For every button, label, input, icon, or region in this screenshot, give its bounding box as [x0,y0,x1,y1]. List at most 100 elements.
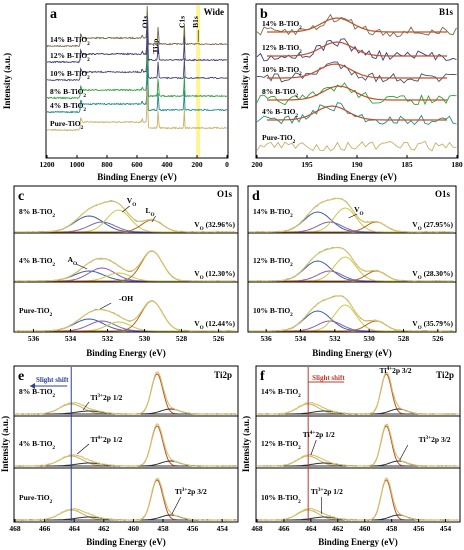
ti-annotation-part: 3+ [182,487,188,493]
series-label-part: 2 [299,25,302,31]
panel-d-tick-label-part: 528 [398,334,410,343]
series-label: 10% B-TiO2 [50,69,90,81]
vo-annotation-part: V [354,205,360,214]
panel-c-tick-label-part: 528 [176,334,188,343]
panel-c-tick-label-part: 534 [65,334,77,343]
o1s-envelope [249,295,454,332]
series-label: 12% B-TiO2 [262,43,302,55]
vo-percentage-part: O [200,325,204,331]
panel-f-tick-label: 466 [278,524,290,533]
peak-label: B1s [191,16,200,28]
lo-annotation-part: O [151,212,155,218]
series-label-part: 14% B-TiO [261,387,298,396]
panel-d-tick-label-part: 536 [261,334,273,343]
ti-annotation: Ti4+2p 3/2 [380,366,412,375]
ao-annotation: AO [68,255,78,267]
panel-f-tick-label: 468 [251,524,263,533]
panel-d-tick-label: 530 [364,334,376,343]
series-label: 4% B-TiO2 [50,101,86,113]
panel-c-letter: c [18,189,24,204]
vo-percentage-part: V [194,220,200,229]
peak-label: C1s [177,16,186,28]
b1s-fit [267,105,447,121]
panel-d-tick-label-part: 534 [295,334,307,343]
panel-a-xlabel: Binding Energy (eV) [97,172,177,182]
survey-curve [46,5,228,48]
series-label-part: 2 [298,393,301,399]
panel-f-tick-label-part: 462 [332,524,344,533]
panel-b-tick-label: 185 [401,160,413,169]
series-label-part: 10% B-TiO [50,69,87,78]
survey-curve [46,34,228,82]
panel-b-tick-label-part: 180 [451,160,463,169]
vo-percentage-part: (28.30%) [422,269,454,278]
series-label-part: 2 [87,57,90,63]
series-label-part: 10% B-TiO [261,493,298,502]
series-label-part: 8% B-TiO [262,87,296,96]
series-label: Pure-TiO2 [19,493,53,505]
shift-label: Slight shift [36,376,69,384]
series-label-part: 14% B-TiO [253,207,290,216]
shift-arrowhead [30,383,35,389]
series-label: 12% B-TiO2 [50,51,90,63]
panel-f-tick-label-part: 456 [413,524,425,533]
panel-f-tick-label: 454 [440,524,452,533]
ti-annotation-part: 2p 3/2 [392,366,412,375]
ti-annotation: Ti4+2p 1/2 [90,435,122,444]
series-label-part: 10% B-TiO [262,65,299,74]
series-label-part: 2 [81,125,84,131]
series-label: 10% B-TiO2 [261,493,301,505]
series-label-part: 10% B-TiO [253,306,290,315]
panel-f-tick-label-part: 468 [251,524,263,533]
series-label-part: 2 [293,139,296,145]
panel-e-xlabel: Binding Energy (eV) [86,537,166,547]
series-label: 14% B-TiO2 [261,387,301,399]
series-label: 8% B-TiO2 [50,87,86,99]
panel-b-tick-label-part: 195 [301,160,313,169]
o1s-envelope [249,246,454,282]
ti-annotation-part: 2p 3/2 [187,487,207,496]
panel-c-tick-label-part: 536 [28,334,40,343]
annotation-pointer [122,205,130,213]
annotation-pointer [82,401,90,411]
panel-e-tick-label-part: 464 [69,524,81,533]
panel-a-tick-label: 1000 [70,160,85,169]
panel-f-title: Ti2p [436,370,454,380]
vo-percentage-part: (12.30%) [204,269,236,278]
panel-f-tick-label: 462 [332,524,344,533]
b1s-fit [267,85,447,101]
series-label-part: 14% B-TiO [50,35,87,44]
panel-e-tick-label: 464 [69,524,81,533]
vo-percentage: VO (32.96%) [194,220,235,232]
panel-a-tick-label: 400 [161,160,173,169]
b1s-fit [267,41,447,57]
oh-annotation: -OH [119,294,133,303]
series-label-part: 8% B-TiO [50,87,84,96]
vo-percentage: VO (12.44%) [194,319,235,331]
ti-annotation-part: 3+ [97,393,103,399]
panel-e-tick-label-part: 456 [187,524,199,533]
b1s-fit [267,17,447,33]
panel-f-tick-label: 464 [305,524,317,533]
panel-c-tick-label-part: 530 [139,334,151,343]
panel-e-tick-label-part: 468 [9,524,21,533]
series-label: 8% B-TiO2 [262,87,298,99]
peak-label-part: O1s [140,16,149,29]
vo-annotation: VO [354,205,364,217]
annotation-pointer [348,213,358,219]
vo-annotation-part: V [127,196,133,205]
panel-d-tick-label: 534 [295,334,307,343]
panel-a-tick-label-part: 1000 [70,160,85,169]
panel-a-tick-label-part: 800 [101,160,113,169]
series-label-part: 2 [295,113,298,119]
series-label-part: 2 [298,499,301,505]
series-label-part: 2 [290,213,293,219]
panel-f-tick-label: 458 [386,524,398,533]
vo-percentage-part: O [418,325,422,331]
panel-f-tick-label: 456 [413,524,425,533]
panel-c-tick-label: 530 [139,334,151,343]
series-label-part: Pure-TiO [50,119,81,128]
